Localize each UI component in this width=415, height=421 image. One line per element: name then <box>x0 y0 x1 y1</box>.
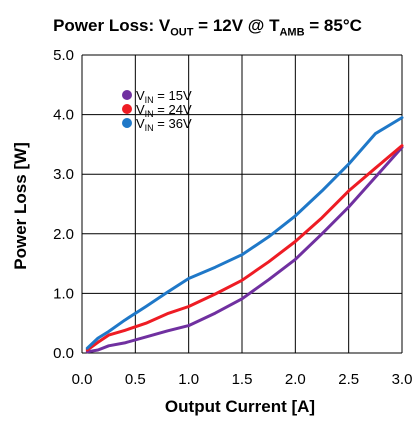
x-tick-label: 2.0 <box>285 371 306 388</box>
legend-marker-3 <box>122 118 132 128</box>
tick-labels: 0.0 0.5 1.0 1.5 2.0 2.5 3.0 0.0 1.0 2.0 3.0 4.0 5.0 <box>53 47 412 388</box>
y-tick-label: 3.0 <box>53 166 74 183</box>
title-mid: = 12V @ T <box>193 16 280 35</box>
x-tick-label: 2.5 <box>338 371 359 388</box>
x-tick-label: 1.0 <box>178 371 199 388</box>
x-tick-label: 1.5 <box>232 371 253 388</box>
series-lines <box>85 116 404 354</box>
legend-label-1: VIN = 15V <box>136 88 192 105</box>
x-tick-label: 0.5 <box>125 371 146 388</box>
y-tick-label: 0.0 <box>53 345 74 362</box>
legend-marker-2 <box>122 104 132 114</box>
x-axis-label: Output Current [A] <box>165 397 315 416</box>
grid <box>81 54 403 354</box>
y-tick-label: 5.0 <box>53 47 74 64</box>
y-axis-label: Power Loss [W] <box>11 142 30 270</box>
y-tick-label: 2.0 <box>53 226 74 243</box>
y-tick-label: 1.0 <box>53 285 74 302</box>
series-line-2 <box>85 144 404 352</box>
title-prefix: Power Loss: V <box>53 16 171 35</box>
title-tamb-sub: AMB <box>279 26 305 39</box>
legend-marker-1 <box>122 90 132 100</box>
title-vout-sub: OUT <box>170 26 194 39</box>
legend-label-2: VIN = 24V <box>136 102 192 119</box>
x-tick-label: 3.0 <box>392 371 413 388</box>
y-tick-label: 4.0 <box>53 107 74 124</box>
title-suffix: = 85°C <box>304 16 362 35</box>
legend-label-3: VIN = 36V <box>136 116 192 133</box>
x-tick-label: 0.0 <box>72 371 93 388</box>
series-line-3 <box>85 116 404 350</box>
series-line-1 <box>85 145 404 354</box>
chart-title: Power Loss: VOUT = 12V @ TAMB = 85°C <box>0 16 415 38</box>
